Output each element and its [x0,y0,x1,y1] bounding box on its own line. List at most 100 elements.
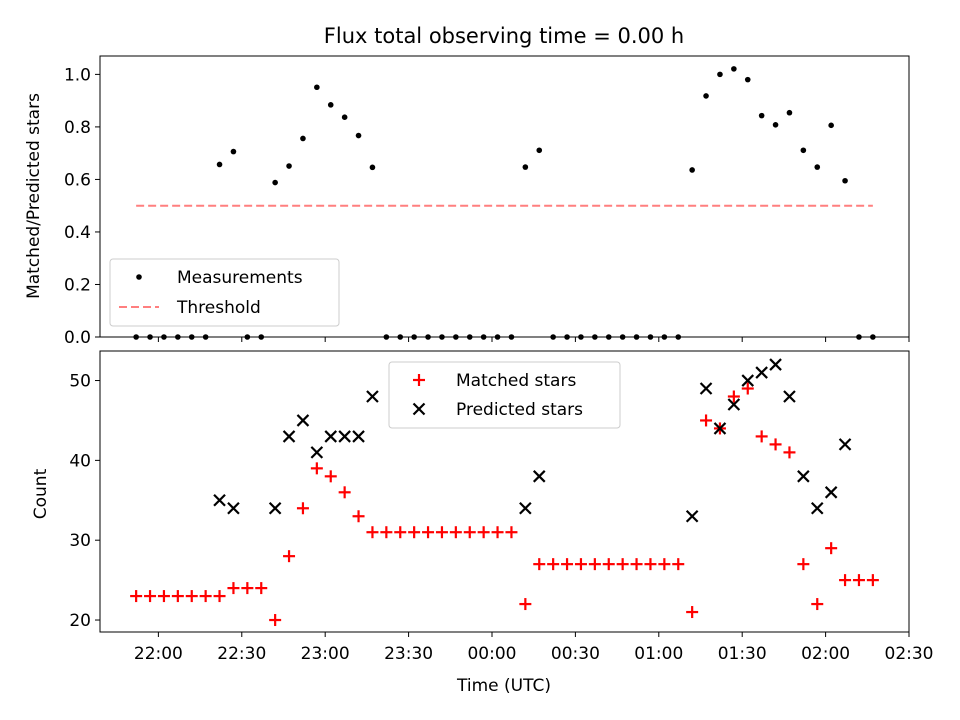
matched-star-point [505,526,518,539]
legend-matched-label: Matched stars [456,371,576,391]
predicted-star-point [797,470,810,483]
matched-star-point [352,510,365,523]
bottom-axes-xtick-label: 00:00 [467,644,516,664]
predicted-star-point [213,494,226,507]
bottom-chart-xlabel: Time (UTC) [456,676,551,696]
matched-star-point [755,430,768,443]
predicted-star-point [838,438,852,451]
predicted-star-point [741,374,755,387]
bottom-axes-xtick-label: 23:30 [384,644,433,664]
predicted-star-point [755,366,768,379]
measurement-point [717,71,723,78]
top-axes-frame [99,55,910,338]
bottom-axes-ytick-label: 50 [69,372,91,392]
bottom-axes-ytick-label: 30 [69,531,91,551]
top-axes-ytick-label: 0.4 [64,223,91,243]
matched-star-point [797,558,810,571]
predicted-star-point [532,470,546,483]
bottom-axes-xtick-label: 01:30 [718,644,767,664]
bottom-legend: Matched stars Predicted stars [388,361,621,429]
matched-star-point [144,590,157,603]
top-chart-title: Flux total observing time = 0.00 h [324,24,684,48]
measurement-point [314,84,320,91]
matched-star-point [477,526,490,539]
measurement-point [522,164,529,170]
bottom-axes-xtick-label: 02:30 [885,644,934,664]
matched-star-point [519,598,532,611]
top-axes-ytick-label: 0.6 [64,170,91,190]
matched-star-point [727,390,740,403]
legend-measurements-label: Measurements [177,268,303,288]
bottom-axes-xtick-label: 01:00 [634,644,683,664]
bottom-axes-xtick-label: 00:30 [551,644,600,664]
matched-star-point [310,462,323,475]
top-axes-ytick-label: 0.2 [64,275,91,295]
matched-star-point [380,526,393,539]
matched-star-point [394,526,407,539]
bottom-axes-ytick-label: 20 [69,611,91,631]
legend-matched-marker [413,374,425,386]
matched-star-point [171,590,184,603]
matched-star-point [422,526,435,539]
matched-star-point [449,526,462,539]
predicted-star-point [713,422,727,435]
measurement-point [772,122,779,128]
predicted-star-point [310,446,324,459]
bottom-plot-area: 20 30 40 50 22:00 22:30 23:00 23:30 00:00 00:30 01… [69,350,934,664]
top-axes-ytick-label: 1.0 [64,65,91,85]
legend-predicted-marker [412,402,426,416]
matched-star-point [574,558,587,571]
matched-star-point [185,590,198,603]
top-chart-ylabel: Matched/Predicted stars [24,93,44,299]
predicted-star-point [227,501,240,515]
measurement-point [369,164,376,171]
matched-star-point [658,558,671,571]
matched-star-point [630,558,643,571]
predicted-star-point [324,430,338,443]
matched-star-point [561,558,574,571]
predicted-star-point [810,501,824,515]
matched-star-point [839,574,852,587]
measurement-point [828,122,834,129]
matched-star-point [533,558,546,571]
matched-star-point [435,526,448,539]
matched-star-point [269,614,282,627]
matched-star-point [366,526,379,539]
matched-star-point [338,486,351,499]
measurement-point [800,147,807,154]
matched-star-point [547,558,560,571]
matched-star-point [199,590,212,603]
bottom-axes-ytick-label: 40 [69,451,91,471]
bottom-axes-xtick-label: 02:00 [801,644,850,664]
matched-star-point [255,582,268,595]
predicted-star-point [727,398,741,411]
predicted-star-point [268,501,282,515]
bottom-axes-frame [99,350,910,633]
bottom-chart-ylabel: Count [31,468,51,519]
matched-star-point [296,502,309,515]
legend-measurements-marker [136,274,142,280]
bottom-axes-xtick-label: 23:00 [301,644,350,664]
measurement-point [758,112,765,119]
measurement-point [744,76,751,83]
matched-star-point [825,542,838,555]
bottom-axes-xtick-label: 22:30 [217,644,266,664]
matched-star-point [491,526,504,539]
matched-star-point [324,470,337,483]
top-legend: Measurements Threshold [109,258,340,327]
matched-star-point [700,414,713,427]
matched-star-point [602,558,615,571]
matched-star-point [408,526,421,539]
measurement-point [842,177,848,184]
measurement-point [230,148,237,155]
measurement-point [731,66,737,72]
matched-star-point [130,590,143,603]
top-axes-ytick-label: 0.8 [64,118,91,138]
measurement-point [300,135,306,142]
matched-star-point [741,382,754,395]
matched-star-point [588,558,601,571]
top-axes-ytick-label: 0.0 [64,328,91,348]
matched-star-point [644,558,657,571]
legend-threshold-label: Threshold [176,298,261,318]
predicted-star-point [352,430,365,443]
